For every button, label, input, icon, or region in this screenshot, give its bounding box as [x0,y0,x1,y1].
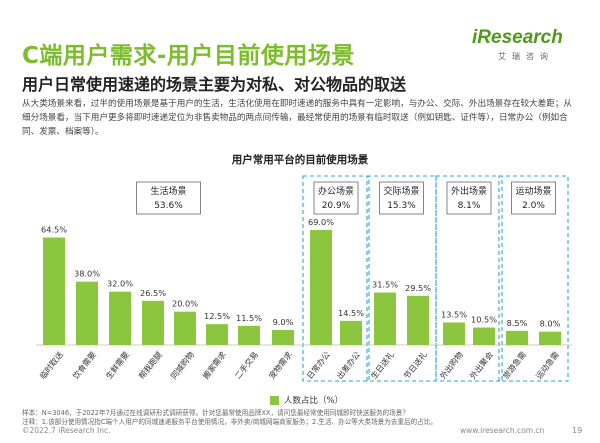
page-title: C端用户需求-用户目前使用场景 [22,43,355,69]
logo-subtitle: 艾瑞咨询 [498,52,554,61]
group-value: 8.1% [458,201,481,211]
bar-value-label: 11.5% [236,313,262,323]
group-frame [366,175,437,382]
summary-paragraph: 从大类场景来看，过半的使用场景是基于用户的生活，生活化使用在即时速递的服务中具有… [22,99,573,137]
category-label: 外出聚会 [467,350,495,381]
category-label: 搬家需求 [200,350,228,381]
category-label: 帮我跑腿 [136,350,164,381]
group-label-box [136,181,201,215]
bar [43,237,65,345]
bar [374,292,396,345]
group-frame [435,175,503,382]
bar [174,311,196,345]
bar [142,300,164,345]
bar-value-label: 31.5% [372,280,398,290]
bar [473,327,495,345]
category-label: 生鲜需要 [103,350,131,381]
footnote: 注释：1.该部分使用情况指C端个人用户的同城速递服务平台使用情况，非外卖/商城网… [22,418,438,426]
bar-value-label: 14.5% [338,308,364,318]
group-name: 运动场景 [515,186,551,197]
group-value: 2.0% [522,201,545,211]
category-label: 生日送礼 [368,350,396,381]
bar [310,230,332,345]
bar [340,320,362,345]
group-value: 20.9% [322,201,351,211]
category-label: 运动急需 [533,350,561,381]
group-label-box [313,181,359,215]
group-frame [498,175,569,382]
sample-note: 样本：N=3046，于2022年7月通过在线调研形式调研获得。针对您最常使用品牌… [22,409,409,417]
category-label: 同城购物 [168,350,196,381]
bar [506,330,528,345]
group-label-box [379,181,424,215]
category-label: 出差办公 [334,350,362,381]
group-name: 外出场景 [451,185,487,197]
bar [272,330,294,345]
chart-legend: 人数占比（%） [270,394,343,406]
bar [539,331,561,345]
chart-title: 用户常用平台的目前使用场景 [231,154,369,166]
page-subtitle: 用户日常使用速递的场景主要为对私、对公物品的取送 [22,75,407,94]
category-label: 宠物需求 [266,350,294,381]
bar-value-label: 13.5% [441,310,467,320]
copyright: ©2022.7 iResearch Inc. [22,426,111,435]
category-label: 临时取送 [37,350,65,381]
bar [443,322,465,345]
bar-value-label: 64.5% [41,225,67,235]
category-label: 节日送礼 [401,350,429,381]
bar-value-label: 9.0% [273,317,294,327]
category-label: 日常办公 [304,350,332,381]
website-url: www.iresearch.com.cn [460,426,545,435]
legend-label: 人数占比（%） [284,396,344,406]
bar [76,281,98,345]
category-label: 外出购物 [437,350,465,381]
bar-value-label: 8.0% [540,319,561,329]
group-name: 交际场景 [383,185,419,197]
group-name: 生活场景 [150,185,186,197]
group-label-box [446,181,492,215]
group-frame [302,175,370,382]
category-label: 二手交易 [232,350,260,381]
group-name: 办公场景 [318,185,354,197]
iresearch-logo: iResearch 艾瑞咨询 [472,25,592,75]
bar [206,324,228,345]
bar-value-label: 29.5% [405,283,431,293]
group-label-box [511,181,556,215]
bar-value-label: 12.5% [204,311,230,321]
bar-value-label: 32.0% [107,279,133,289]
bar-value-label: 8.5% [507,318,528,328]
page-number: 19 [572,426,583,435]
legend-swatch [270,395,279,405]
category-label: 饮食需要 [70,350,98,381]
bar [109,291,131,345]
bar [238,325,260,345]
bar-value-label: 20.0% [172,299,198,309]
category-label: 旅游急需 [500,350,528,381]
bar-value-label: 26.5% [140,288,166,298]
bar-value-label: 69.0% [308,217,334,227]
bar-value-label: 38.0% [74,269,100,279]
group-value: 53.6% [154,201,183,211]
logo-wordmark: iResearch [472,27,563,48]
group-value: 15.3% [387,201,416,211]
bar [407,295,429,345]
bar-value-label: 10.5% [471,315,497,325]
